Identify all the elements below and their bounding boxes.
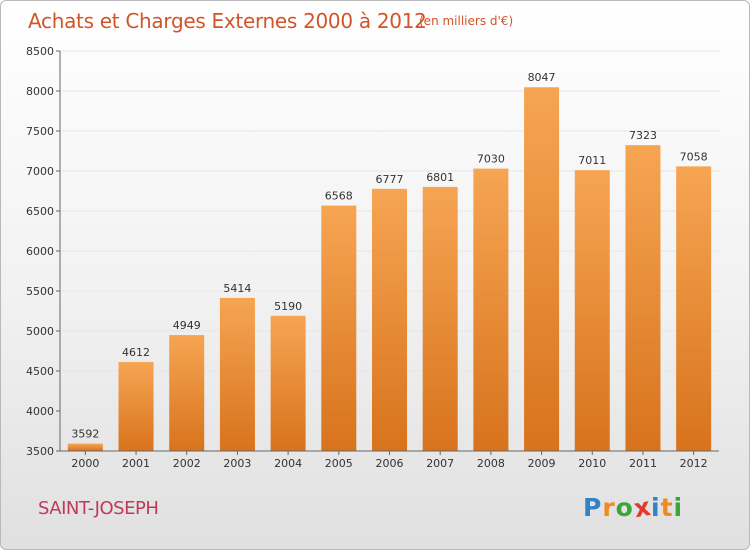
data-label: 4949	[173, 319, 201, 332]
x-tick-label: 2007	[426, 457, 454, 470]
x-tick-label: 2009	[528, 457, 556, 470]
bar	[321, 205, 357, 451]
y-tick-label: 4500	[26, 365, 54, 378]
data-label: 5414	[223, 282, 251, 295]
logo-letter: i	[673, 493, 684, 522]
bar	[169, 335, 205, 451]
bar	[118, 362, 154, 451]
y-tick-label: 6000	[26, 245, 54, 258]
bar	[67, 443, 103, 451]
x-tick-label: 2012	[680, 457, 708, 470]
data-label: 3592	[71, 428, 99, 441]
x-tick-label: 2010	[578, 457, 606, 470]
bar	[473, 168, 509, 451]
data-label: 6801	[426, 171, 454, 184]
y-tick-label: 6500	[26, 205, 54, 218]
data-label: 4612	[122, 346, 150, 359]
bar	[574, 170, 610, 451]
proxiti-logo: Proxiti	[583, 492, 684, 524]
data-label: 7011	[578, 154, 606, 167]
bars: 3592 4612 4949 5414 5190 6568 6777 6801 7030 8047…	[67, 71, 712, 452]
bar	[625, 145, 661, 451]
x-tick-label: 2011	[629, 457, 657, 470]
x-tick-label: 2003	[223, 457, 251, 470]
x-tick-label: 2005	[325, 457, 353, 470]
logo-letter: t	[660, 493, 674, 522]
logo-letter: r	[602, 493, 616, 522]
commune-name: SAINT-JOSEPH	[38, 498, 159, 519]
data-label: 7323	[629, 129, 657, 142]
y-tick-label: 3500	[26, 445, 54, 458]
y-tick-label: 8500	[26, 45, 54, 58]
x-tick-label: 2004	[274, 457, 302, 470]
x-tick-label: 2000	[71, 457, 99, 470]
y-tick-label: 7500	[26, 125, 54, 138]
x-tick-label: 2006	[376, 457, 404, 470]
bar	[372, 188, 407, 451]
y-tick-label: 7000	[26, 165, 54, 178]
bar	[270, 315, 306, 451]
axes: 3500 4000 4500 5000 5500 6000 6500 7000 7500 8000…	[26, 45, 719, 470]
unit-label: (en milliers d'€)	[419, 14, 514, 28]
bar	[524, 87, 560, 452]
logo-letter: i	[651, 493, 661, 522]
y-tick-label: 4000	[26, 405, 54, 418]
x-tick-label: 2001	[122, 457, 150, 470]
logo-letter: o	[615, 493, 634, 522]
bar	[422, 186, 458, 452]
data-label: 7058	[680, 150, 708, 163]
chart-title: Achats et Charges Externes 2000 à 2012	[28, 9, 427, 33]
data-label: 7030	[477, 153, 505, 166]
y-tick-label: 5000	[26, 325, 54, 338]
y-tick-label: 8000	[26, 85, 54, 98]
data-label: 6777	[376, 173, 404, 186]
x-tick-label: 2002	[173, 457, 201, 470]
data-label: 8047	[528, 71, 556, 84]
x-tick-label: 2008	[477, 457, 505, 470]
data-label: 6568	[325, 190, 353, 203]
y-tick-label: 5500	[26, 285, 54, 298]
data-label: 5190	[274, 300, 302, 313]
logo-letter: P	[583, 493, 603, 522]
bar	[676, 166, 712, 452]
bar	[219, 297, 255, 451]
